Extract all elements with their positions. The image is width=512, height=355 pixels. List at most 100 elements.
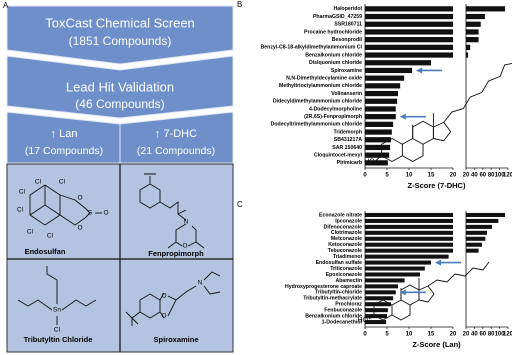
category-label: SB431217A: [334, 137, 363, 143]
x-tick-label: 15: [428, 173, 435, 179]
x-tick-label: 40: [471, 173, 478, 179]
bar: [365, 106, 396, 112]
stage-title: Lead Hit Validation: [66, 79, 174, 94]
structure-bond: [402, 137, 424, 163]
bar: [466, 37, 479, 43]
panel-label: C: [237, 200, 243, 209]
stage-box: [6, 5, 234, 65]
bar: [365, 278, 405, 283]
x-tick-label: 20: [450, 173, 457, 179]
structure-bond: [412, 120, 434, 145]
stage-title: ToxCast Chemical Screen: [45, 15, 195, 30]
atom-label: N: [184, 219, 189, 226]
x-tick-label: 20: [463, 332, 470, 338]
category-label: SAR 150640: [332, 145, 362, 151]
stage-count: (46 Compounds): [75, 97, 164, 111]
x-tick-label: 5: [385, 332, 389, 338]
bar: [365, 308, 388, 313]
atom-label: O: [77, 225, 82, 232]
category-label: Triadimenol: [333, 254, 363, 260]
x-tick-label: 20: [463, 173, 470, 179]
x-axis-label: Z-Score (7-DHC): [408, 181, 466, 190]
panel-label: B: [237, 0, 242, 9]
bar: [365, 266, 425, 271]
stage-title: ↑ 7-DHC: [155, 128, 197, 140]
x-tick-label: 0: [363, 173, 367, 179]
structure-name: Fenpropimorph: [148, 249, 204, 258]
bar: [466, 21, 481, 27]
bar: [365, 29, 453, 35]
atom-label: S: [88, 210, 93, 217]
bar: [365, 242, 453, 247]
bar: [365, 98, 398, 104]
x-tick-label: 20: [450, 332, 457, 338]
structure-bond: [391, 299, 411, 321]
atom-label: O: [77, 195, 82, 202]
bar: [466, 230, 487, 235]
category-label: Ipconazole: [335, 218, 362, 224]
bar: [365, 90, 398, 97]
category-label: Tridemorph: [333, 129, 362, 135]
bar: [365, 212, 453, 217]
bar: [365, 272, 420, 277]
bar: [365, 296, 394, 301]
x-tick-label: 100: [495, 173, 506, 179]
structures: [17, 173, 221, 326]
bar: [365, 114, 396, 120]
category-label: Fenbuconazole: [324, 308, 362, 314]
category-label: Volinanserin: [331, 91, 362, 97]
category-label: Prochloraz: [335, 302, 362, 308]
atom-label: O: [161, 293, 166, 300]
x-tick-label: 10: [406, 173, 413, 179]
bond: [125, 271, 221, 326]
category-label: Cloquintocet-mexyl: [314, 153, 363, 159]
bar: [365, 13, 453, 20]
category-label: Epoxiconazole: [326, 272, 362, 278]
x-tick-label: 60: [479, 332, 486, 338]
bar: [365, 144, 391, 151]
category-label: 1-Dodecanethiol: [322, 319, 363, 325]
atom-label: Cl: [35, 179, 42, 186]
bond: [139, 173, 187, 221]
bar: [365, 236, 453, 241]
x-tick-label: 0: [363, 332, 367, 338]
bond: [17, 266, 97, 325]
bar: [466, 218, 499, 223]
bar: [365, 218, 453, 223]
category-label: Benzalkonium chloride: [305, 314, 362, 320]
structure-bond: [418, 285, 435, 303]
stage-box: [6, 55, 234, 119]
atom-label: Cl: [19, 189, 26, 196]
highlight-arrowhead: [399, 113, 406, 120]
category-label: Benzyl-C8-18-alkyldimethylammonium Cl: [261, 45, 363, 51]
category-label: Pirimicarb: [337, 160, 362, 166]
bar: [466, 212, 506, 217]
category-label: Benzalkonium chloride: [305, 52, 362, 58]
stage-count: (1851 Compounds): [69, 34, 172, 48]
bar: [466, 6, 506, 12]
bar: [365, 152, 390, 158]
bar: [466, 13, 485, 20]
category-label: Hydroxyprogesterone caproate: [285, 284, 362, 290]
atom-label: O: [182, 243, 187, 250]
category-label: Econazole nitrate: [319, 212, 362, 218]
category-label: (2R,6S)-Fenpropimorph: [304, 114, 362, 120]
category-label: Tebuconazole: [328, 248, 362, 254]
category-label: Tributyltin-chloride: [315, 290, 362, 296]
category-label: Haloperidol: [333, 6, 362, 12]
x-tick-label: 10: [406, 332, 413, 338]
structure-name: Tributyltin Chloride: [24, 335, 93, 344]
category-label: Ketoconazole: [328, 242, 362, 248]
bar: [365, 254, 449, 259]
bar: [466, 248, 479, 253]
bar: [365, 60, 431, 66]
bar: [466, 52, 469, 58]
panel-label: A: [3, 1, 9, 10]
stage-count: (17 Compounds): [25, 145, 103, 157]
x-axis-label: Z-Score (Lan): [412, 340, 461, 349]
structure-name: Spiroxamine: [153, 335, 198, 344]
atom-label: Cl: [17, 207, 24, 214]
category-label: Dislquonium chloride: [309, 60, 362, 66]
x-tick-label: 120: [503, 173, 512, 179]
